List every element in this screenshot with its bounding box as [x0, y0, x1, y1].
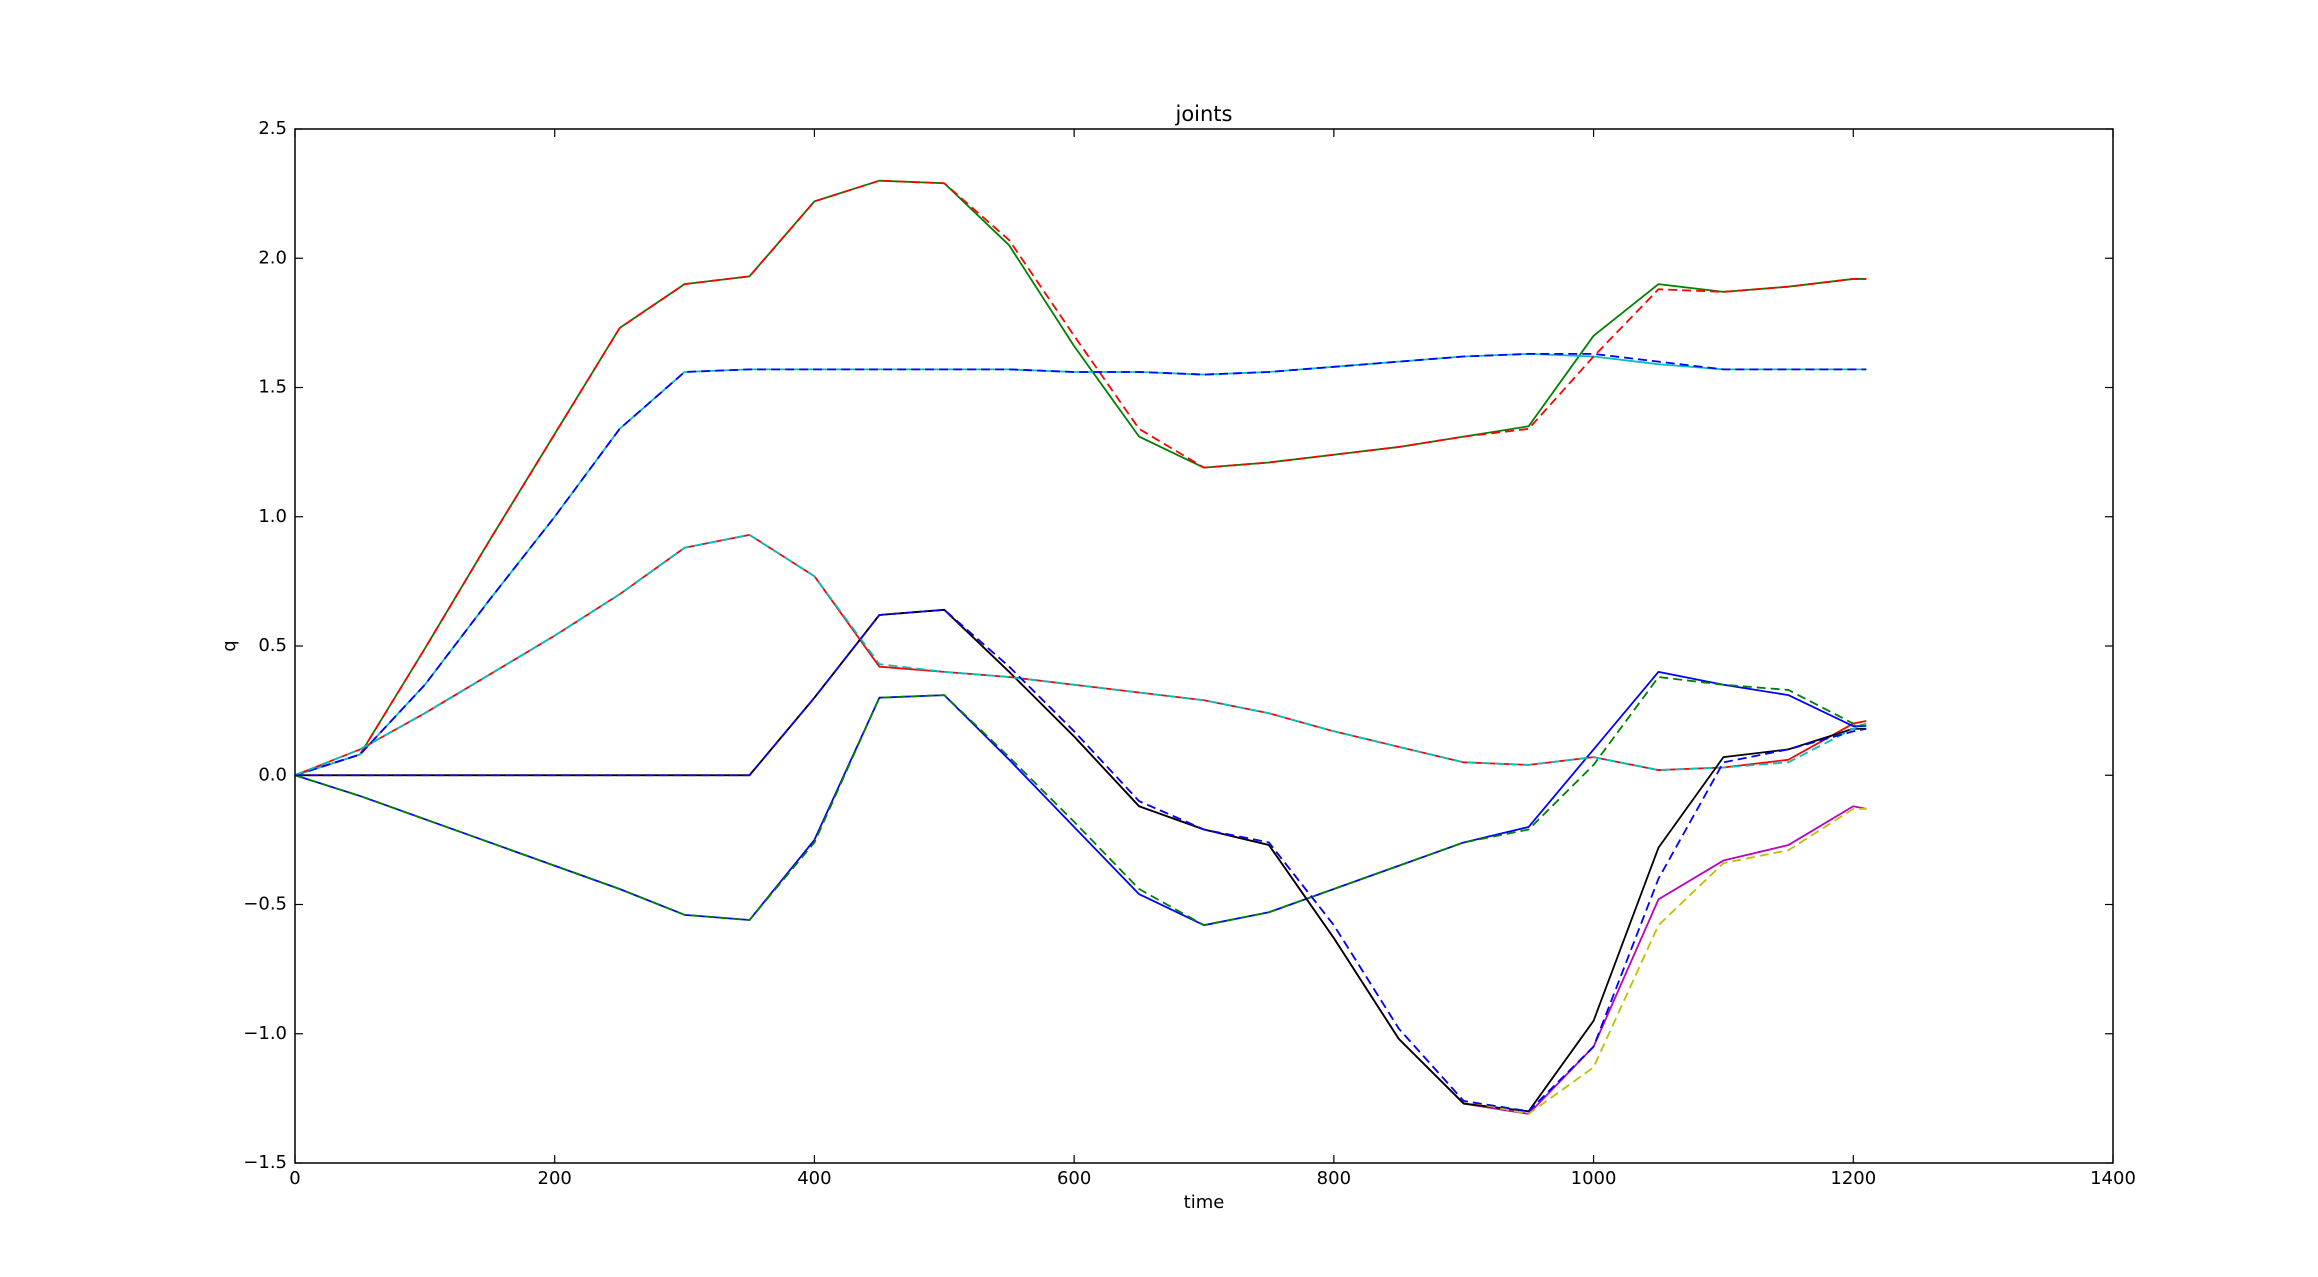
x-tick-label: 1200	[1830, 1168, 1876, 1189]
y-tick-label: −1.0	[243, 1023, 287, 1044]
y-tick-label: −1.5	[243, 1152, 287, 1173]
y-tick-label: 0.0	[258, 764, 287, 785]
series-line	[294, 533, 1867, 777]
series-line	[295, 608, 1867, 1113]
x-tick-label: 800	[1317, 1168, 1351, 1189]
x-tick-label: 0	[289, 1168, 300, 1189]
x-tick-label: 1000	[1571, 1168, 1617, 1189]
plot-frame	[294, 128, 2114, 1164]
x-tick-label: 400	[797, 1168, 831, 1189]
x-tick-label: 600	[1057, 1168, 1091, 1189]
series-line	[294, 352, 1867, 777]
series-line	[294, 352, 1867, 777]
y-tick-label: 2.5	[258, 118, 287, 139]
y-tick-label: −0.5	[243, 894, 287, 915]
series-line	[294, 676, 1867, 927]
y-tick-label: 1.5	[258, 377, 287, 398]
y-tick-label: 2.0	[258, 247, 287, 268]
x-axis-label: time	[1184, 1192, 1225, 1213]
x-tick-label: 1400	[2090, 1168, 2136, 1189]
y-tick-label: 1.0	[258, 506, 287, 527]
y-tick-label: 0.5	[258, 635, 287, 656]
y-axis-label: q	[219, 640, 240, 651]
series-line	[294, 670, 1867, 927]
x-tick-label: 200	[538, 1168, 572, 1189]
chart-title: joints	[1174, 102, 1232, 126]
series-line	[294, 179, 1867, 777]
